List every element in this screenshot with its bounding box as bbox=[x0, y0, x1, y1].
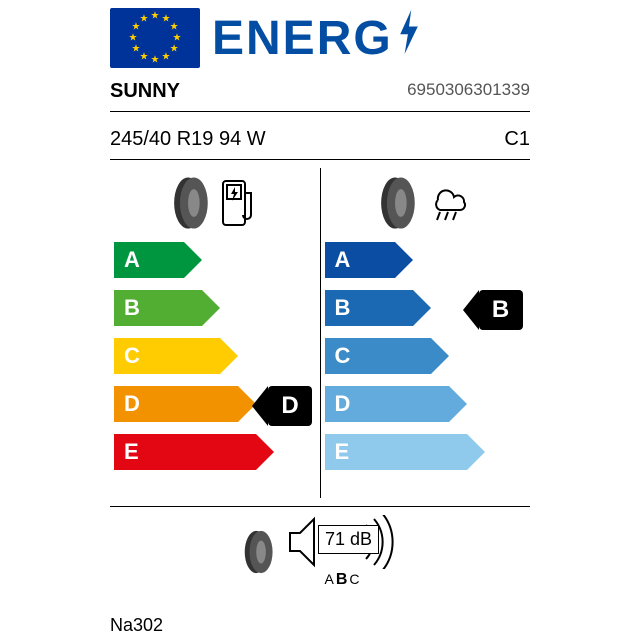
barcode-number: 6950306301339 bbox=[407, 80, 530, 103]
fuel-efficiency-panel: ABCDED bbox=[110, 168, 321, 498]
model-name: Na302 bbox=[110, 615, 163, 636]
rating-bar-b: B bbox=[325, 290, 413, 326]
tire-size: 245/40 R19 94 W bbox=[110, 128, 266, 151]
bolt-icon bbox=[395, 10, 423, 66]
rating-bar-d: D bbox=[114, 386, 238, 422]
rating-indicator: D bbox=[268, 386, 312, 426]
tire-class: C1 bbox=[504, 128, 530, 151]
fuel-pump-icon bbox=[219, 177, 259, 229]
tire-icon bbox=[378, 174, 426, 232]
rain-cloud-icon bbox=[426, 180, 472, 226]
noise-classes: ABC bbox=[288, 571, 398, 589]
rating-bar-b: B bbox=[114, 290, 202, 326]
wet-grip-panel: ABCDEB bbox=[321, 168, 531, 498]
eu-flag-icon: document.write(Array.from({length:12},fu… bbox=[110, 8, 200, 68]
rating-bar-c: C bbox=[114, 338, 220, 374]
rating-bar-a: A bbox=[114, 242, 184, 278]
tire-icon bbox=[242, 528, 282, 576]
rating-bar-e: E bbox=[325, 434, 467, 470]
noise-panel: 71 dB ABC bbox=[110, 515, 530, 589]
noise-db: 71 dB bbox=[318, 525, 379, 554]
energy-title: ENERG bbox=[212, 10, 423, 66]
rating-bar-d: D bbox=[325, 386, 449, 422]
brand-name: SUNNY bbox=[110, 80, 180, 103]
tire-icon bbox=[171, 174, 219, 232]
rating-bar-a: A bbox=[325, 242, 395, 278]
rating-bar-c: C bbox=[325, 338, 431, 374]
rating-indicator: B bbox=[479, 290, 523, 330]
rating-bar-e: E bbox=[114, 434, 256, 470]
